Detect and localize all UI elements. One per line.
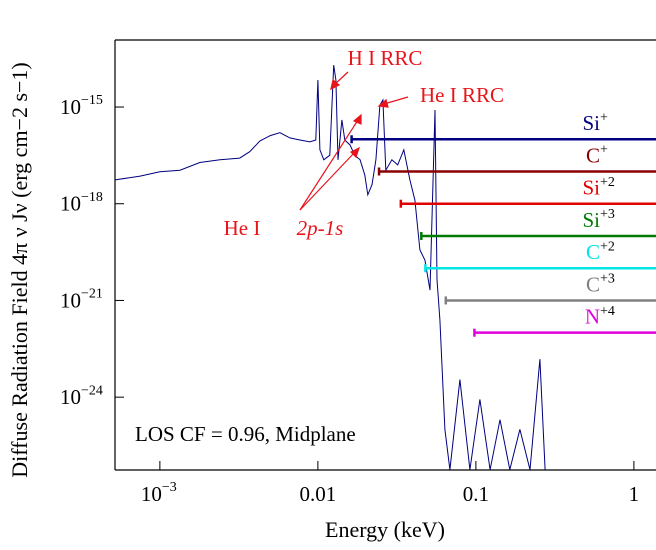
- ion-charge: +2: [600, 239, 615, 254]
- ion-label: Si: [582, 111, 600, 135]
- x-tick-label: 10: [141, 482, 162, 506]
- x-tick-exp: −3: [162, 480, 177, 495]
- annotation: He I RRC: [420, 83, 504, 107]
- ion-label: Si: [582, 176, 600, 200]
- ion-charge: +: [600, 110, 608, 125]
- x-tick-label: 1: [629, 482, 640, 506]
- x-axis-title: Energy (keV): [325, 517, 445, 542]
- annotation: 2p-1s: [297, 216, 344, 240]
- y-tick-label: 10: [60, 385, 81, 409]
- y-axis-title: Diffuse Radiation Field 4π ν Jν (erg cm−…: [7, 62, 32, 478]
- ion-label: N: [585, 304, 600, 328]
- annotation: He I: [224, 216, 261, 240]
- ion-label: C: [586, 240, 600, 264]
- spectrum-line: [115, 65, 546, 470]
- y-tick-exp: −24: [81, 383, 103, 398]
- y-tick-exp: −21: [81, 287, 103, 302]
- x-tick-label: 0.01: [300, 482, 337, 506]
- y-tick-label: 10: [60, 288, 81, 312]
- ion-label: C: [586, 272, 600, 296]
- ion-charge: +4: [600, 304, 615, 319]
- y-tick-label: 10: [60, 192, 81, 216]
- ion-charge: +3: [600, 207, 615, 222]
- frame: [114, 39, 656, 471]
- plot-area: [115, 65, 546, 470]
- annotation: LOS CF = 0.96, Midplane: [135, 422, 356, 446]
- y-tick-exp: −18: [81, 190, 103, 205]
- ion-charge: +: [600, 143, 608, 158]
- y-tick-label: 10: [60, 95, 81, 119]
- x-tick-label: 0.1: [463, 482, 489, 506]
- ion-label: Si: [582, 208, 600, 232]
- annotation: H I RRC: [348, 46, 423, 70]
- arrows: [299, 71, 409, 211]
- ion-label: C: [586, 143, 600, 167]
- ion-charge: +3: [600, 272, 615, 287]
- ion-charge: +2: [600, 175, 615, 190]
- y-tick-exp: −15: [81, 93, 103, 108]
